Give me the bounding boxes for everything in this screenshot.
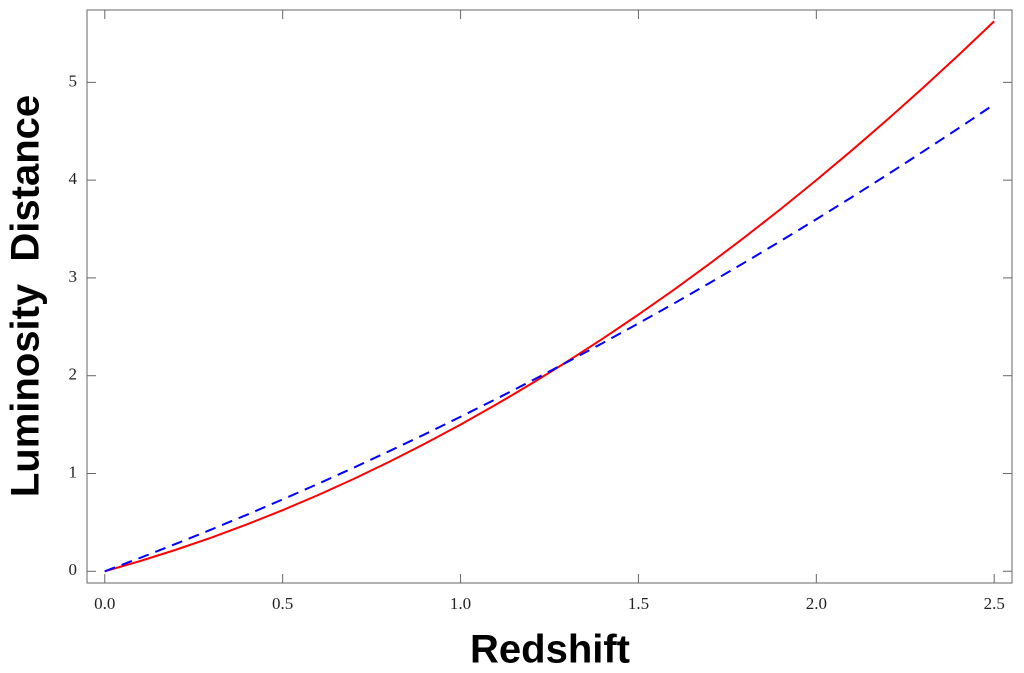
x-tick-label: 0.0: [94, 594, 115, 613]
series-line: [104, 20, 995, 573]
y-axis-label: Luminosity Distance: [4, 95, 48, 497]
y-tick-label: 2: [69, 365, 78, 384]
y-tick-label: 5: [69, 71, 78, 90]
x-tick-label: 2.5: [984, 594, 1005, 613]
y-tick-label: 4: [69, 169, 78, 188]
y-tick-label: 0: [69, 560, 78, 579]
x-tick-label: 2.0: [806, 594, 827, 613]
x-tick-label: 1.5: [628, 594, 649, 613]
plot-frame: [86, 9, 1013, 584]
series-line: [104, 103, 995, 573]
x-tick-label: 0.5: [272, 594, 293, 613]
x-tick-label: 1.0: [450, 594, 471, 613]
x-axis-label: Redshift: [470, 628, 630, 672]
y-tick-label: 1: [69, 462, 78, 481]
y-tick-label: 3: [69, 267, 78, 286]
